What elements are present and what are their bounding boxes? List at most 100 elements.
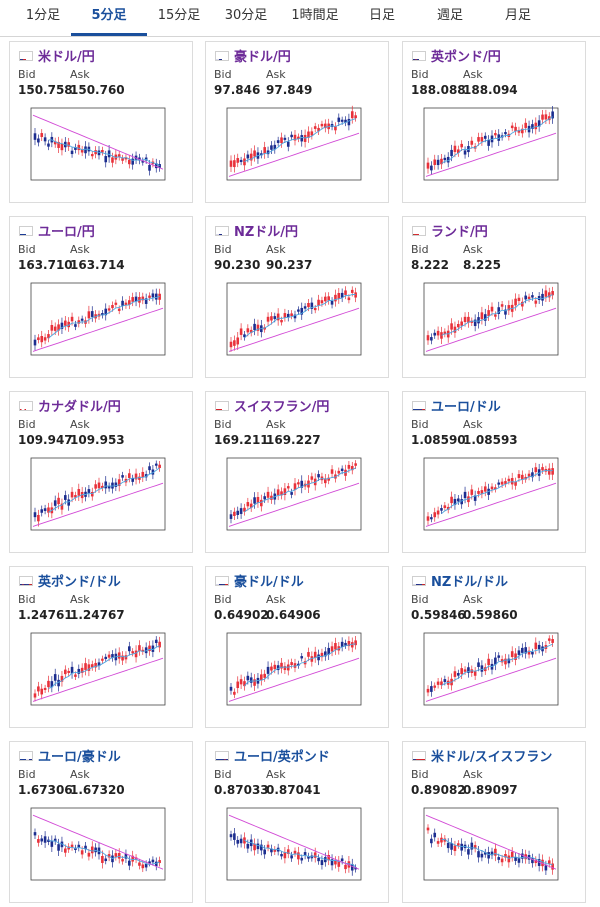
candle-body [249, 677, 253, 683]
plot-area [30, 282, 166, 356]
candlestick-chart[interactable] [209, 279, 387, 374]
rate-card[interactable]: ユーロ/円 Bid Ask 163.710 163.714 [9, 216, 193, 378]
currency-pair-link[interactable]: スイスフラン/円 [234, 400, 330, 415]
candle-body [436, 841, 440, 844]
currency-pair-link[interactable]: ユーロ/豪ドル [38, 750, 121, 765]
tab-1[interactable]: 1分足 [25, 8, 61, 23]
candlestick-chart[interactable] [406, 454, 584, 549]
rate-card[interactable]: NZドル/円 Bid Ask 90.230 90.237 [205, 216, 389, 378]
candlestick-chart[interactable] [209, 104, 387, 199]
candle-body [70, 316, 74, 322]
tab-8[interactable]: 月足 [504, 8, 531, 23]
candle-body [477, 662, 480, 667]
candlestick-chart[interactable] [13, 629, 191, 724]
candle-body [450, 149, 453, 157]
candle-body [324, 296, 327, 302]
rate-card[interactable]: ユーロ/ドル Bid Ask 1.08590 1.08593 [402, 391, 586, 553]
tab-3[interactable]: 15分足 [157, 8, 201, 23]
currency-pair-link[interactable]: カナダドル/円 [38, 400, 121, 415]
candlestick-chart[interactable] [406, 804, 584, 899]
rate-card[interactable]: 英ポンド/円 Bid Ask 188.088 188.094 [402, 41, 586, 203]
candle-body [293, 850, 297, 854]
us-ch-flag-icon [412, 751, 426, 761]
candle-body [233, 833, 236, 840]
currency-pair-link[interactable]: 米ドル/スイスフラン [431, 750, 553, 765]
candle-body [297, 136, 300, 139]
candle-body [524, 476, 527, 480]
tab-4[interactable]: 30分足 [224, 8, 268, 23]
ma-long-line [32, 307, 164, 352]
ma-long-line [32, 114, 164, 170]
ma-long-line [228, 482, 360, 527]
candle-body [473, 319, 477, 327]
candle-body [430, 838, 433, 844]
currency-pair-link[interactable]: ユーロ/ドル [431, 400, 501, 415]
candle-body [266, 491, 270, 498]
currency-pair-link[interactable]: 米ドル/円 [38, 50, 95, 65]
candle-body [67, 142, 70, 147]
tab-5[interactable]: 1時間足 [291, 8, 339, 23]
candle-body [37, 686, 40, 692]
candle-body [537, 296, 541, 300]
candle-body [453, 326, 457, 333]
candle-body [430, 517, 433, 520]
candle-body [340, 468, 344, 472]
candle-body [313, 126, 317, 129]
candle-body [340, 292, 344, 298]
candle-body [443, 838, 447, 842]
candle-body [473, 671, 477, 676]
candle-body [433, 332, 437, 336]
rate-card[interactable]: 豪ドル/ドル Bid Ask 0.64902 0.64906 [205, 566, 389, 728]
currency-pair-link[interactable]: ユーロ/英ポンド [234, 750, 330, 765]
rate-card[interactable]: ユーロ/英ポンド Bid Ask 0.87033 0.87041 [205, 741, 389, 903]
rate-card[interactable]: 米ドル/スイスフラン Bid Ask 0.89082 0.89097 [402, 741, 586, 903]
bid-label: Bid [18, 593, 36, 606]
candle-body [500, 481, 504, 485]
currency-pair-link[interactable]: ユーロ/円 [38, 225, 95, 240]
currency-pair-link[interactable]: 豪ドル/ドル [234, 575, 304, 590]
currency-pair-link[interactable]: ランド/円 [431, 225, 488, 240]
tab-7[interactable]: 週足 [436, 8, 463, 23]
rate-card[interactable]: 豪ドル/円 Bid Ask 97.846 97.849 [205, 41, 389, 203]
currency-pair-link[interactable]: 豪ドル/円 [234, 50, 291, 65]
ma-long-line [228, 814, 360, 870]
candlestick-chart[interactable] [209, 629, 387, 724]
candlestick-chart[interactable] [406, 279, 584, 374]
candle-body [310, 656, 314, 662]
candlestick-chart[interactable] [13, 104, 191, 199]
candlestick-chart[interactable] [209, 804, 387, 899]
currency-pair-link[interactable]: NZドル/円 [234, 225, 299, 240]
currency-pair-link[interactable]: 英ポンド/ドル [38, 575, 121, 590]
rate-card[interactable]: 米ドル/円 Bid Ask 150.758 150.760 [9, 41, 193, 203]
candlestick-chart[interactable] [406, 104, 584, 199]
rate-card[interactable]: ランド/円 Bid Ask 8.222 8.225 [402, 216, 586, 378]
currency-pair-link[interactable]: 英ポンド/円 [431, 50, 501, 65]
tab-6[interactable]: 日足 [368, 8, 395, 23]
candle-body [320, 123, 324, 127]
rate-card[interactable]: スイスフラン/円 Bid Ask 169.211 169.227 [205, 391, 389, 553]
candle-body [53, 500, 57, 506]
candle-body [347, 297, 351, 301]
candle-body [344, 864, 347, 870]
candlestick-chart[interactable] [406, 629, 584, 724]
candle-body [90, 311, 94, 317]
rate-card[interactable]: カナダドル/円 Bid Ask 109.947 109.953 [9, 391, 193, 553]
rate-card[interactable]: NZドル/ドル Bid Ask 0.59846 0.59860 [402, 566, 586, 728]
tab-2[interactable]: 5分足 [71, 0, 147, 36]
candle-body [354, 115, 357, 119]
rate-card[interactable]: ユーロ/豪ドル Bid Ask 1.67306 1.67320 [9, 741, 193, 903]
candle-body [310, 131, 314, 136]
candlestick-chart[interactable] [13, 454, 191, 549]
candlestick-chart[interactable] [13, 279, 191, 374]
candle-body [134, 650, 138, 658]
candle-body [494, 133, 497, 136]
candlestick-chart[interactable] [13, 804, 191, 899]
ma-short-line [441, 469, 553, 515]
rate-card[interactable]: 英ポンド/ドル Bid Ask 1.24761 1.24767 [9, 566, 193, 728]
candle-body [514, 126, 517, 132]
currency-pair-link[interactable]: NZドル/ドル [431, 575, 509, 590]
candlestick-chart[interactable] [209, 454, 387, 549]
candle-body [40, 509, 44, 513]
candle-body [317, 474, 320, 478]
bid-value: 188.088 [411, 83, 466, 97]
